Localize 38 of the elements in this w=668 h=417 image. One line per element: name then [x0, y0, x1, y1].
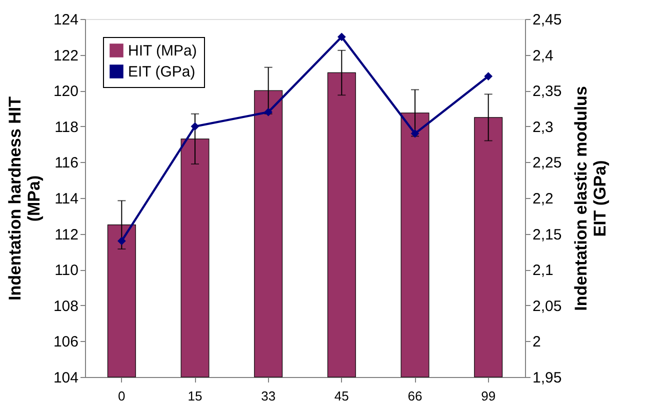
point	[410, 129, 420, 138]
y-tick-label: 108	[53, 298, 78, 315]
x-tick-label: 66	[408, 388, 422, 404]
y-tick-label: 124	[53, 12, 78, 28]
x-tick-label: 0	[118, 388, 126, 404]
y-tick-label: 122	[53, 47, 78, 64]
y2-tick-label: 2,3	[532, 118, 554, 136]
y-tick-label: 118	[54, 118, 78, 136]
y2-axis-title: Indentation elastic modulus EIT (GPa)	[572, 86, 610, 311]
x-tick-label: 99	[481, 388, 496, 404]
y-tick-label: 114	[54, 190, 78, 208]
y-tick-label: 104	[53, 370, 78, 386]
y-tick-label: 110	[54, 262, 78, 280]
y-tick-label: 106	[53, 334, 78, 351]
y2-tick-label: 2,45	[532, 12, 562, 28]
x-tick-label: 33	[261, 388, 276, 404]
point	[190, 122, 200, 131]
y2-tick-label: 2,4	[532, 47, 554, 64]
x-tick-label: 45	[334, 388, 349, 404]
point	[264, 108, 273, 116]
y-tick-label: 120	[53, 83, 78, 100]
point	[117, 236, 126, 246]
y2-tick-label: 2,15	[532, 226, 562, 244]
x-tick-label: 15	[188, 388, 202, 404]
y-tick-label: 116	[54, 154, 78, 172]
point	[337, 32, 346, 42]
legend-label: EIT (GPa)	[128, 64, 196, 80]
legend-label: HIT (MPa)	[128, 42, 197, 60]
point	[484, 72, 493, 80]
y2-tick-label: 2,2	[532, 190, 554, 208]
y-tick-label: 112	[54, 226, 78, 244]
y2-tick-label: 1,95	[532, 370, 562, 386]
y2-tick-label: 2,1	[532, 262, 554, 280]
y2-tick-label: 2,05	[532, 298, 562, 315]
y2-tick-label: 2	[532, 334, 541, 351]
y2-tick-label: 2,25	[532, 154, 562, 172]
y-axis-title: Indentation hardness HIT (MPa)	[5, 96, 44, 301]
y2-tick-label: 2,35	[532, 83, 562, 100]
